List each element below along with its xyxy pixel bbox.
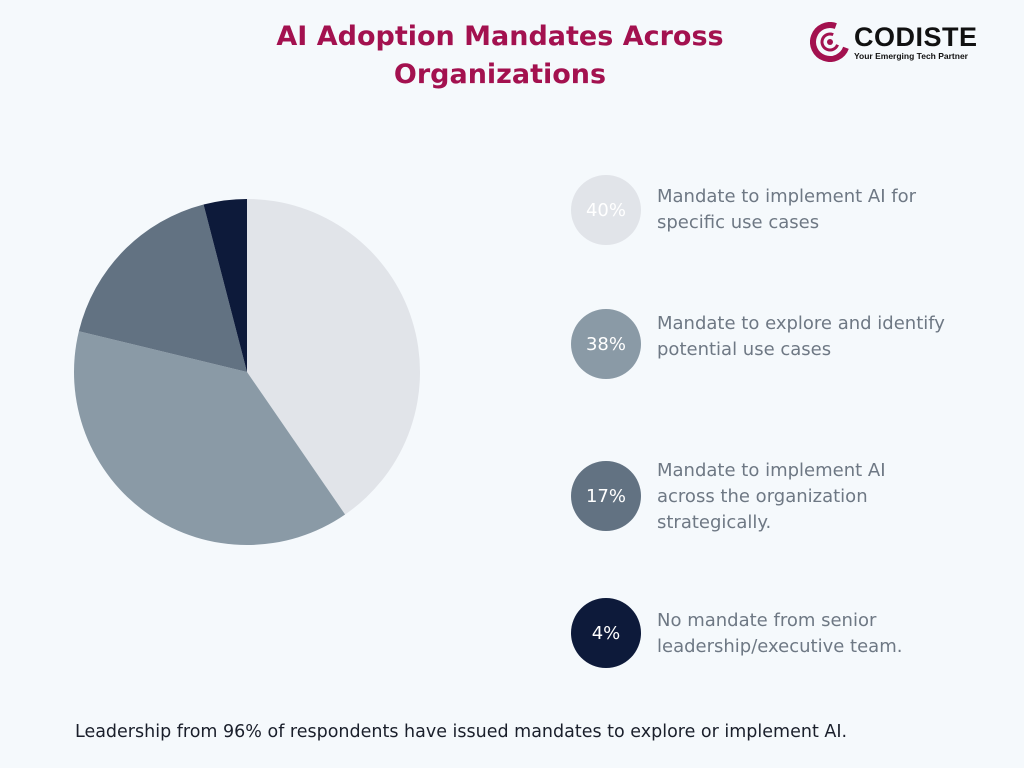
legend-item: 17% Mandate to implement AI across the o… [571,460,991,533]
pie-slice [203,199,247,372]
logo-name: CODISTE [854,22,978,52]
legend-badge: 4% [571,598,641,668]
pie-slice [247,199,420,515]
pie-slice [78,204,247,372]
codiste-logo: CODISTE Your Emerging Tech Partner [810,22,990,64]
legend-item: 38% Mandate to explore and identify pote… [571,309,991,381]
chart-title: AI Adoption Mandates Across Organization… [276,21,724,90]
legend-label: No mandate from senior leadership/execut… [657,610,903,657]
pie-slice [74,331,346,545]
legend-badge: 40% [571,175,641,245]
logo-tagline: Your Emerging Tech Partner [854,51,968,61]
legend-label: Mandate to implement AI across the organ… [657,460,886,533]
legend-label: Mandate to explore and identify potentia… [657,313,945,360]
codiste-logo-icon [810,22,850,62]
legend-badge: 17% [571,461,641,531]
pie-chart [74,199,420,545]
legend-label: Mandate to implement AI for specific use… [657,186,916,233]
legend-item: 40% Mandate to implement AI for specific… [571,175,991,247]
legend-badge: 38% [571,309,641,379]
legend-item: 4% No mandate from senior leadership/exe… [571,598,991,670]
footer-note: Leadership from 96% of respondents have … [75,722,848,742]
